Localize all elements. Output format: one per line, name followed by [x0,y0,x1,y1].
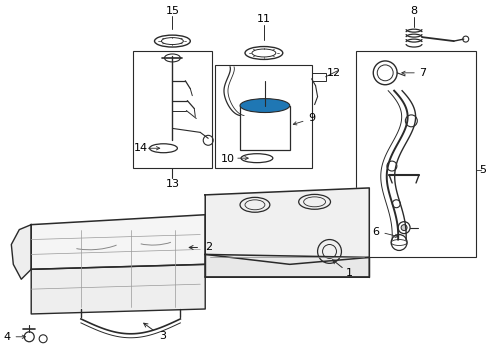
Text: 2: 2 [204,243,211,252]
Text: 14: 14 [133,143,147,153]
Text: 10: 10 [221,154,235,164]
Polygon shape [205,255,368,277]
Ellipse shape [240,99,289,113]
Bar [311,73,325,81]
Polygon shape [31,264,205,314]
Polygon shape [205,188,368,264]
Text: 9: 9 [307,113,315,123]
Circle shape [400,225,406,231]
Polygon shape [11,225,31,279]
Text: 6: 6 [372,226,379,237]
Text: 15: 15 [165,6,179,16]
Text: 8: 8 [409,6,417,16]
Bar [132,51,212,168]
Polygon shape [31,215,205,269]
Text: 5: 5 [478,165,485,175]
Text: 3: 3 [159,331,165,341]
Bar [215,65,311,168]
Text: 1: 1 [345,268,352,278]
Text: 12: 12 [326,68,340,78]
Bar [240,105,289,150]
Text: 7: 7 [419,68,426,78]
Text: 11: 11 [256,14,270,24]
Text: 13: 13 [165,179,179,189]
Text: 4: 4 [4,332,11,342]
Bar [356,51,475,257]
